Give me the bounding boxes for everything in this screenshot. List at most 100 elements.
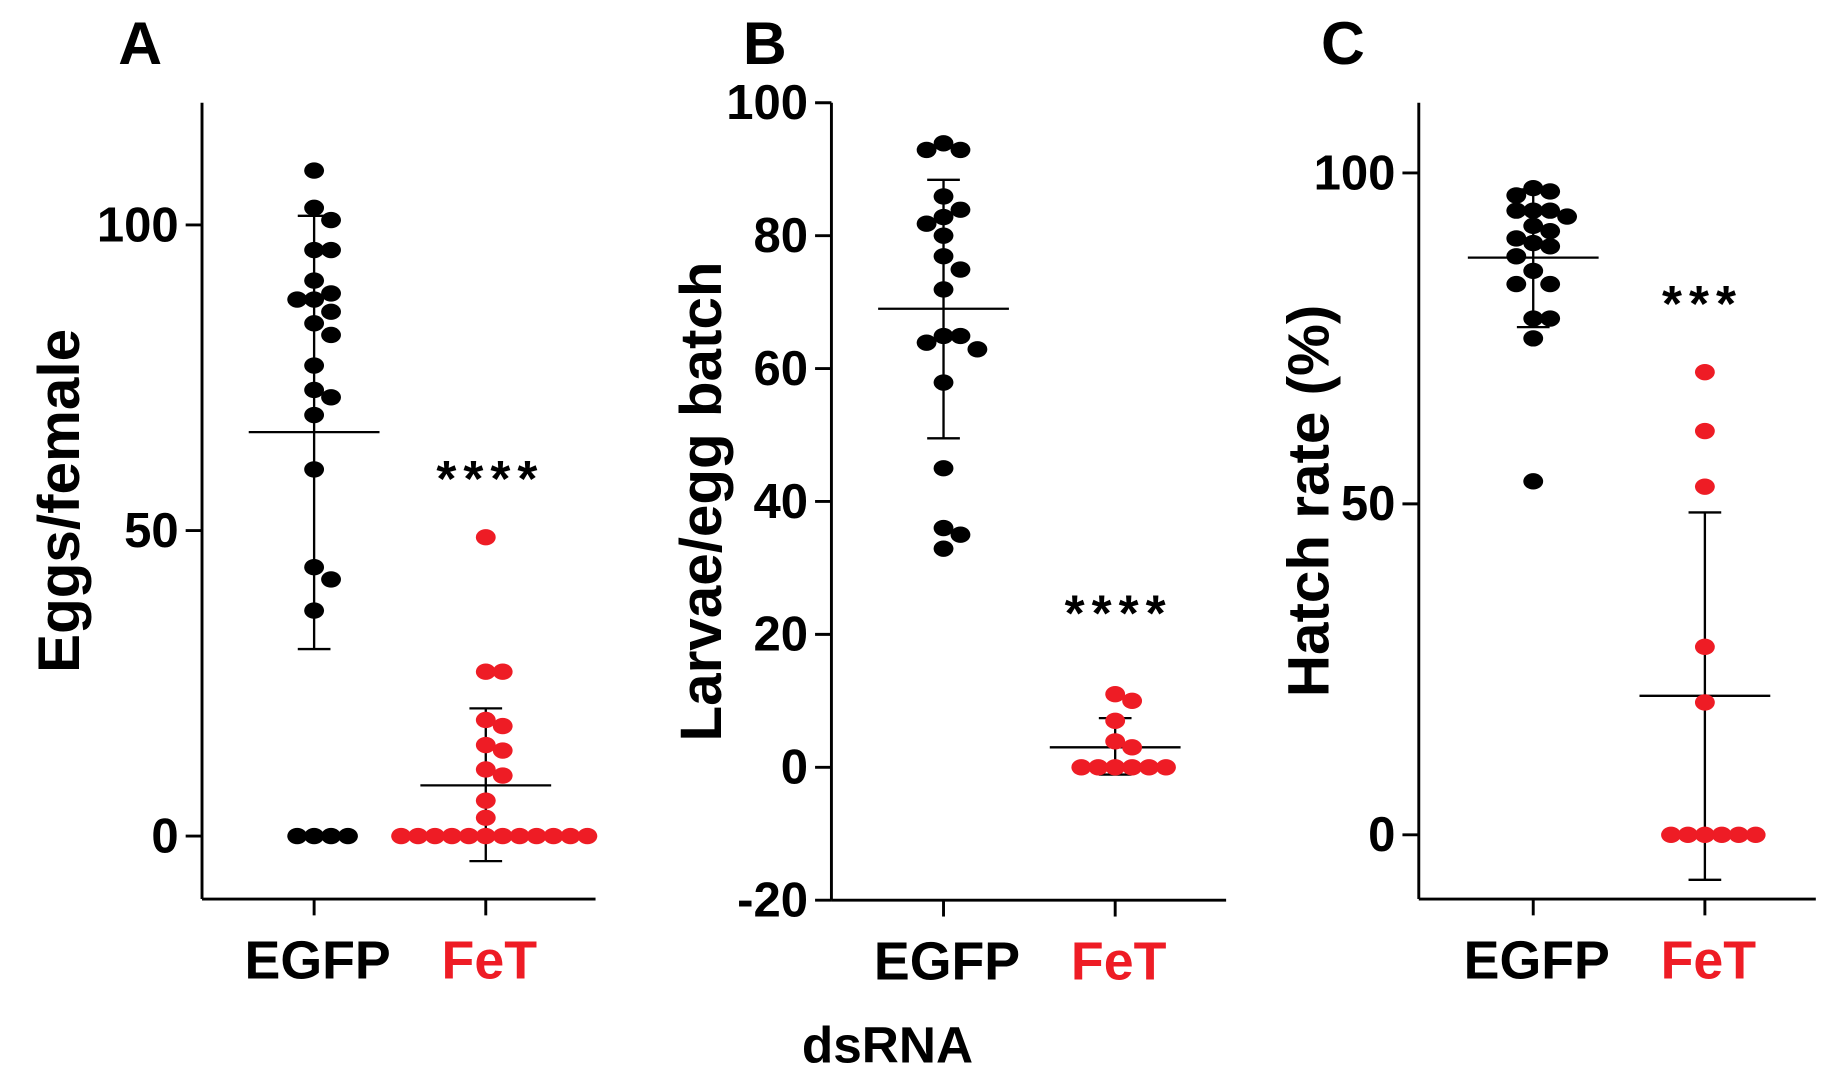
panel-b-data-point-egfp: [933, 227, 954, 244]
panel-a-y-tick-label: 0: [151, 809, 178, 863]
panel-b-data-point-fet: [1105, 712, 1126, 729]
panel-a-data-point-egfp: [304, 199, 325, 217]
panel-b-x-tick-label-fet: FeT: [1071, 932, 1167, 992]
panel-a-data-point-egfp: [304, 381, 325, 399]
panel-b-data-point-fet: [1088, 759, 1109, 776]
panel-a-data-point-egfp: [304, 315, 325, 332]
panel-a-data-point-egfp: [321, 241, 341, 259]
panel-b-y-tick-label: 60: [754, 342, 809, 396]
panel-a-y-tick-label: 100: [97, 198, 179, 252]
panel-c-data-point-fet: [1694, 826, 1715, 843]
panel-c-data-point-egfp: [1540, 238, 1561, 255]
panel-c-letter: C: [1321, 9, 1365, 77]
panel-c-data-point-egfp: [1506, 202, 1527, 219]
panel-b-data-point-egfp: [933, 135, 954, 152]
panel-b-data-point-fet: [1122, 739, 1143, 756]
panel-a-data-point-egfp: [321, 326, 341, 344]
panel-c-data-point-fet: [1694, 638, 1715, 656]
panel-b-data-point-egfp: [950, 327, 971, 345]
panel-b-data-point-egfp: [933, 208, 954, 226]
panel-b-data-point-egfp: [933, 281, 954, 298]
panel-a-data-point-fet: [475, 663, 496, 680]
panel-c-data-point-egfp: [1523, 330, 1544, 347]
panel-a-data-point-egfp: [338, 827, 358, 845]
panel-b-data-point-egfp: [933, 374, 954, 391]
panel-a-data-point-fet: [475, 761, 496, 778]
panel-a-data-point-fet: [560, 827, 581, 845]
panel-a-data-point-egfp: [304, 827, 325, 845]
panel-b-y-tick-label: 20: [754, 608, 809, 662]
panel-a-data-point-fet: [425, 827, 445, 845]
panel-c-data-point-fet: [1694, 422, 1715, 440]
panel-a-y-axis-label: Eggs/female: [27, 329, 92, 673]
panel-c-data-point-egfp: [1506, 187, 1527, 204]
panel-a-data-point-fet: [475, 792, 496, 809]
panel-c-data-point-fet: [1745, 826, 1766, 843]
panel-a-data-point-egfp: [287, 827, 308, 845]
panel-c-data-point-egfp: [1523, 310, 1544, 327]
panel-c-data-point-egfp: [1557, 208, 1578, 225]
panel-c-data-point-egfp: [1540, 183, 1561, 200]
panel-c-data-point-fet: [1678, 826, 1698, 843]
panel-a-data-point-fet: [475, 827, 496, 845]
panel-a-x-tick-label-fet: FeT: [442, 930, 538, 990]
panel-c-data-point-fet: [1711, 826, 1732, 843]
panel-a-data-point-fet: [509, 827, 530, 845]
panel-b-y-tick-label: 80: [754, 209, 809, 263]
panel-b-data-point-egfp: [950, 526, 971, 543]
panel-a-x-tick-label-egfp: EGFP: [245, 930, 391, 990]
panel-a-data-point-fet: [475, 809, 496, 826]
panel-c-data-point-fet: [1728, 826, 1749, 843]
panel-b-data-point-fet: [1105, 686, 1126, 703]
panel-a-data-point-fet: [458, 827, 479, 845]
panel-c-y-axis-label: Hatch rate (%): [1276, 305, 1341, 697]
panel-b-data-point-egfp: [967, 341, 988, 358]
panel-c-data-point-fet: [1694, 363, 1715, 381]
panel-a-data-point-egfp: [321, 389, 341, 406]
panel-b-data-point-egfp: [933, 248, 954, 265]
panel-a-data-point-egfp: [321, 827, 341, 845]
panel-b-y-tick-label: 40: [754, 475, 809, 529]
panel-a-data-point-fet: [391, 827, 412, 845]
panel-b-significance: ****: [1065, 583, 1173, 641]
panel-a-data-point-fet: [577, 827, 598, 845]
panel-b-data-point-egfp: [950, 201, 971, 218]
panel-a-data-point-egfp: [304, 406, 325, 424]
panel-b-data-point-egfp: [933, 540, 954, 557]
panel-c-data-point-fet: [1694, 478, 1715, 495]
panel-c-data-point-egfp: [1523, 473, 1544, 490]
panel-c-data-point-egfp: [1540, 222, 1561, 240]
panel-a-letter: A: [118, 9, 162, 77]
panel-a-data-point-fet: [492, 767, 513, 784]
panel-a-data-point-egfp: [304, 272, 325, 289]
panel-a-data-point-egfp: [304, 162, 325, 179]
panel-a-data-point-egfp: [321, 571, 341, 588]
shared-x-axis-label: dsRNA: [802, 1015, 973, 1073]
panel-b-data-point-egfp: [933, 460, 954, 477]
panel-c-significance: ***: [1662, 274, 1743, 332]
panel-c-data-point-fet: [1694, 694, 1715, 711]
panel-a-y-tick-label: 50: [124, 504, 179, 558]
panel-a-data-point-egfp: [321, 211, 341, 229]
panel-b-data-point-fet: [1122, 692, 1143, 710]
panel-a-data-point-egfp: [287, 291, 308, 308]
panel-c-data-point-egfp: [1540, 275, 1561, 293]
panel-c-data-point-egfp: [1523, 234, 1544, 252]
panel-a-data-point-fet: [526, 827, 547, 845]
panel-a-data-point-egfp: [304, 357, 325, 374]
panel-c-data-point-egfp: [1540, 310, 1561, 327]
panel-a-data-point-fet: [543, 827, 564, 845]
panel-b-y-tick-label: -20: [737, 874, 808, 928]
panel-a-data-point-fet: [441, 827, 462, 845]
panel-a-data-point-fet: [492, 717, 513, 735]
panel-a-data-point-egfp: [321, 303, 341, 320]
panel-b-data-point-egfp: [950, 261, 971, 278]
panel-c-data-point-egfp: [1523, 217, 1544, 235]
panel-b-data-point-fet: [1122, 759, 1143, 776]
panel-b-data-point-fet: [1105, 759, 1126, 776]
panel-b-data-point-fet: [1071, 759, 1092, 776]
panel-a-data-point-fet: [475, 711, 496, 729]
panel-a-data-point-fet: [408, 827, 428, 845]
panel-a-data-point-egfp: [304, 291, 325, 308]
